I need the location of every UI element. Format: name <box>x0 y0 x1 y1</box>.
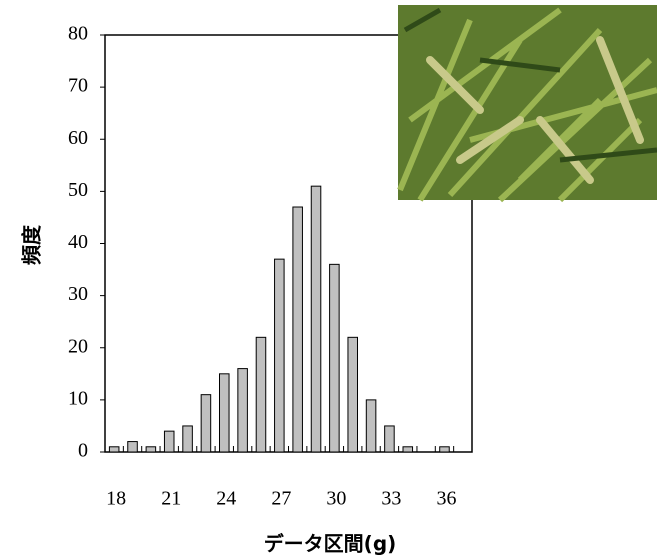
x-axis-title: データ区間(g) <box>264 532 397 556</box>
bar <box>330 264 340 452</box>
x-tick-label: 27 <box>271 488 291 510</box>
x-tick-label: 30 <box>326 488 346 510</box>
bar <box>128 442 138 452</box>
bar <box>220 374 230 452</box>
y-tick-label: 60 <box>68 127 88 149</box>
bar <box>256 337 266 452</box>
y-tick-label: 70 <box>68 75 88 97</box>
bar <box>164 431 174 452</box>
x-tick-label: 18 <box>106 488 126 510</box>
y-tick-label: 40 <box>68 231 88 253</box>
bar <box>366 400 376 452</box>
bar <box>183 426 193 452</box>
x-tick-label: 33 <box>381 488 401 510</box>
chart: データ区間(g) 頻度 0 10 20 30 40 50 60 70 80 18 21 24 27 30 3… <box>0 0 657 559</box>
y-tick-label: 50 <box>68 179 88 201</box>
x-tick-label: 24 <box>216 488 236 510</box>
bar <box>403 447 413 452</box>
y-tick-label: 80 <box>68 23 88 45</box>
bar <box>348 337 358 452</box>
bar <box>146 447 156 452</box>
x-tick-label: 21 <box>161 488 181 510</box>
bar <box>385 426 395 452</box>
y-tick-label: 20 <box>68 335 88 357</box>
bar <box>238 369 248 452</box>
rice-photo <box>398 5 657 200</box>
x-tick-label: 36 <box>436 488 456 510</box>
bar <box>293 207 303 452</box>
bar <box>275 259 285 452</box>
y-tick-label: 0 <box>78 440 88 462</box>
y-axis-title: 頻度 <box>20 224 44 265</box>
bar <box>109 447 119 452</box>
bar <box>440 447 450 452</box>
y-tick-label: 10 <box>68 387 88 409</box>
bar <box>201 395 211 452</box>
bar <box>311 186 321 452</box>
y-tick-label: 30 <box>68 283 88 305</box>
